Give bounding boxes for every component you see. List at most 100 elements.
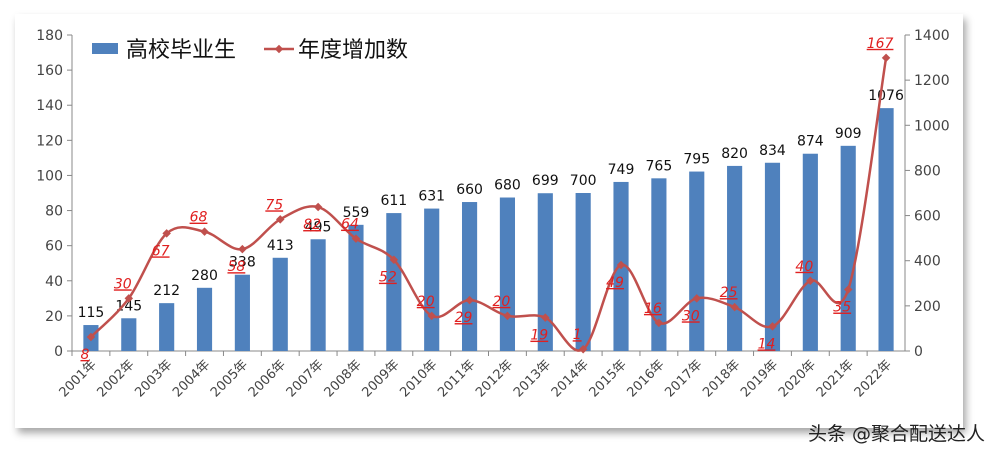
line-marker: [503, 311, 512, 321]
bar: [272, 257, 288, 351]
line-label: 1: [573, 327, 582, 343]
bar-label: 680: [494, 178, 521, 194]
line-marker: [465, 295, 474, 305]
watermark: 头条 @聚合配送达人: [808, 423, 985, 445]
bar-label: 631: [418, 189, 445, 205]
bar: [764, 162, 781, 351]
line-label: 20: [417, 294, 435, 310]
line-label: 20: [493, 294, 511, 310]
line-label: 35: [833, 300, 851, 316]
y2-tick-label: 1400: [914, 28, 950, 44]
bar-label: 765: [646, 158, 673, 174]
line-marker: [654, 318, 664, 328]
line-label: 25: [720, 285, 738, 301]
line-marker: [124, 294, 134, 303]
bar: [727, 165, 743, 351]
bar: [840, 145, 856, 351]
bar: [196, 287, 213, 351]
bar: [689, 171, 705, 351]
bar-label: 559: [343, 205, 370, 221]
bar: [499, 197, 516, 351]
bar: [386, 213, 402, 351]
line-marker: [162, 229, 171, 238]
bar: [575, 193, 591, 351]
legend-swatch: [92, 43, 118, 54]
legend-swatch: [274, 44, 284, 54]
bar-label: 909: [835, 126, 862, 142]
bar-label: 1076: [868, 88, 904, 104]
line-marker: [86, 332, 96, 342]
bar-label: 145: [115, 298, 142, 314]
line-marker: [389, 255, 399, 264]
bar: [878, 108, 894, 351]
line-marker: [730, 302, 739, 312]
line-marker: [541, 313, 550, 322]
bar: [121, 318, 137, 351]
line-label: 68: [190, 210, 208, 226]
legend-label: 高校毕业生: [126, 38, 236, 63]
bar: [651, 178, 667, 351]
line-marker: [616, 260, 626, 270]
y2-tick-label: 800: [914, 163, 941, 179]
y-tick-label: 120: [36, 133, 63, 149]
line: [90, 57, 888, 352]
line-marker: [238, 244, 247, 254]
y2-tick-label: 400: [914, 254, 941, 270]
line-label: 30: [682, 308, 700, 324]
y-tick-label: 20: [45, 309, 63, 325]
legend-label: 年度增加数: [298, 38, 408, 63]
line-marker: [200, 227, 209, 236]
y2-tick-label: 600: [914, 209, 941, 225]
line-label: 67: [152, 243, 170, 259]
bar-label: 495: [305, 219, 332, 235]
bar-label: 115: [78, 305, 105, 321]
line-label: 30: [114, 276, 132, 292]
bar-label: 700: [570, 173, 597, 189]
line-label: 52: [379, 270, 397, 286]
line-marker: [692, 294, 701, 303]
bar: [424, 208, 440, 351]
bar: [537, 193, 553, 351]
y2-tick-label: 1000: [914, 118, 950, 134]
bar: [461, 202, 478, 351]
y-tick-label: 80: [45, 204, 63, 220]
line-label: 64: [341, 217, 359, 233]
line-label: 40: [795, 259, 813, 275]
bar-label: 749: [608, 162, 635, 178]
line-label: 29: [455, 310, 473, 326]
line-label: 14: [758, 336, 776, 352]
y-tick-label: 180: [36, 28, 63, 44]
line-marker: [578, 345, 588, 354]
bar-label: 660: [456, 182, 483, 198]
bar: [159, 303, 175, 351]
line-marker: [427, 311, 436, 321]
line-label: 167: [867, 36, 894, 52]
bar-label: 413: [267, 238, 294, 254]
line-label: 8: [80, 347, 89, 363]
line-marker: [843, 285, 853, 294]
line-marker: [806, 276, 815, 286]
y-tick-label: 100: [36, 168, 63, 184]
bar-label: 699: [532, 173, 559, 189]
line-label: 49: [606, 275, 624, 291]
y2-tick-label: 0: [914, 344, 923, 360]
y2-tick-label: 200: [914, 299, 941, 315]
line-label: 16: [644, 301, 662, 317]
bar-label: 874: [797, 134, 824, 150]
line-marker: [768, 322, 777, 331]
bar-label: 212: [153, 283, 180, 299]
y-tick-label: 60: [45, 239, 63, 255]
bar: [234, 274, 250, 351]
line-label: 75: [265, 197, 283, 213]
bar-label: 834: [759, 143, 786, 159]
bar: [310, 239, 326, 351]
y-tick-label: 140: [36, 98, 63, 114]
bar-label: 820: [721, 146, 748, 162]
bar-label: 611: [380, 193, 407, 209]
bar-label: 338: [229, 255, 256, 271]
bar: [802, 153, 818, 351]
bar-label: 280: [191, 268, 218, 284]
line-marker: [276, 215, 285, 224]
bar-label: 795: [683, 152, 710, 168]
